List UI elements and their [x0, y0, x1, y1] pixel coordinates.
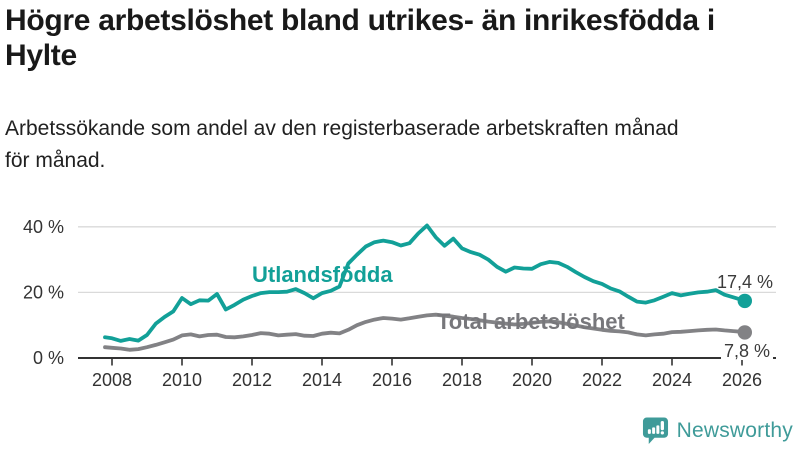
- end-value-label-total: 7,8 %: [721, 342, 774, 360]
- y-tick-label: 20 %: [23, 282, 64, 302]
- x-tick-label: 2012: [232, 370, 272, 390]
- x-tick-label: 2020: [512, 370, 552, 390]
- x-tick-label: 2022: [582, 370, 622, 390]
- series-end-dot-total: [737, 325, 752, 340]
- x-tick-label: 2014: [302, 370, 342, 390]
- chart-subtitle: Arbetssökande som andel av den registerb…: [5, 113, 679, 177]
- series-line-total: [103, 312, 747, 352]
- newsworthy-logo-icon: [642, 417, 668, 445]
- chart-subtitle-line1: Arbetssökande som andel av den registerb…: [5, 117, 679, 140]
- brand-name: Newsworthy: [676, 419, 793, 442]
- y-tick-label: 40 %: [23, 217, 64, 237]
- series-end-dot-utlandsfodda: [737, 293, 752, 309]
- page-title-line2: Hylte: [5, 39, 77, 72]
- x-tick-label: 2010: [162, 370, 202, 390]
- series-label-utlandsfodda: Utlandsfödda: [252, 262, 393, 287]
- x-tick-label: 2008: [92, 370, 132, 390]
- brand-footer-link[interactable]: Newsworthy: [642, 415, 793, 447]
- page-title-line1: Högre arbetslöshet bland utrikes- än inr…: [5, 4, 715, 37]
- series-line-utlandsfodda: [103, 223, 747, 343]
- x-tick-label: 2016: [372, 370, 412, 390]
- x-tick-label: 2026: [722, 370, 762, 390]
- x-tick-label: 2024: [652, 370, 692, 390]
- x-tick-label: 2018: [442, 370, 482, 390]
- series-label-total-arbetsloshet: Total arbetslöshet: [437, 309, 625, 334]
- y-tick-label: 0 %: [33, 348, 64, 368]
- end-value-label-utlandsfodda: 17,4 %: [717, 272, 774, 292]
- page-title: Högre arbetslöshet bland utrikes- än inr…: [5, 3, 715, 73]
- chart-subtitle-line2: för månad.: [5, 149, 106, 172]
